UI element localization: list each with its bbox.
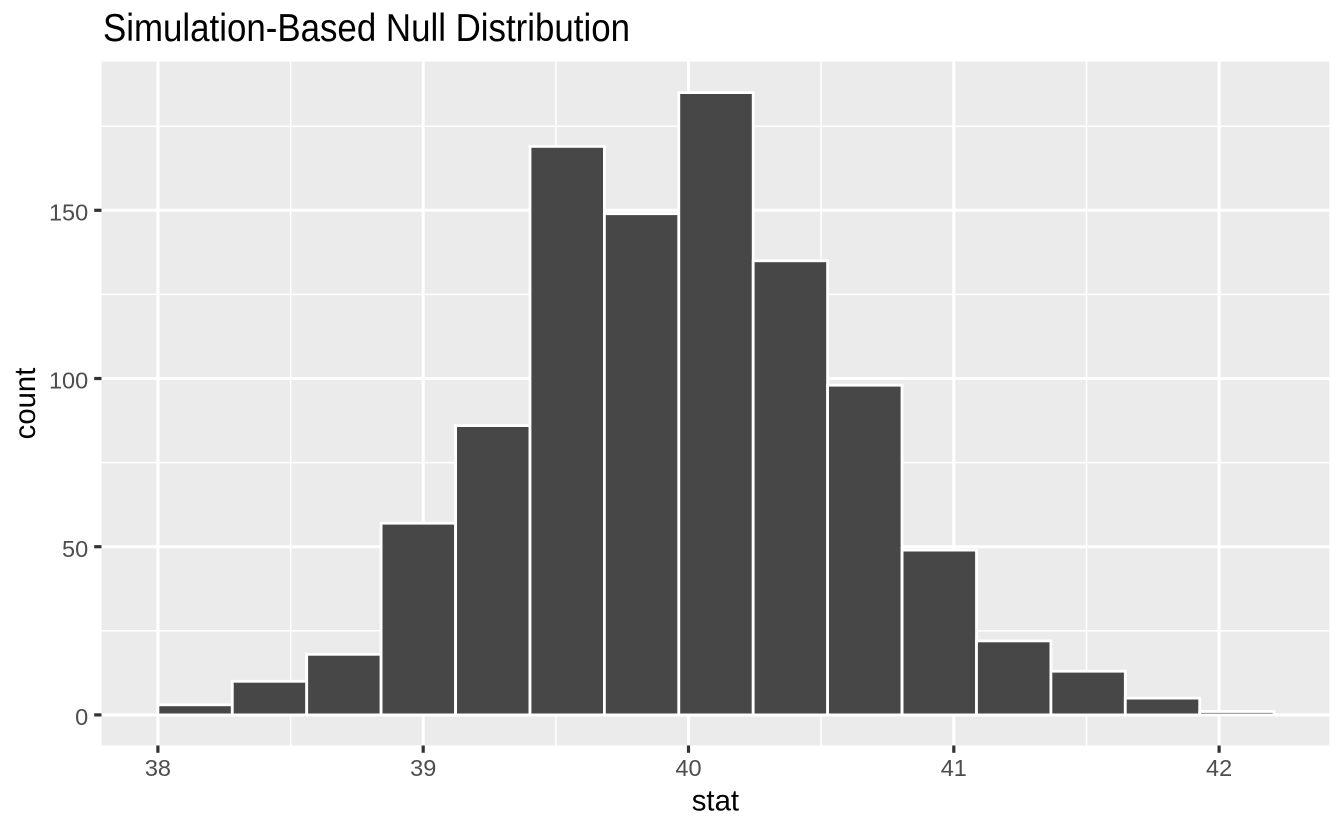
svg-text:100: 100 [49,368,88,394]
svg-text:150: 150 [49,200,88,226]
svg-text:count: count [9,368,42,440]
svg-text:42: 42 [1206,755,1232,781]
svg-text:39: 39 [410,755,436,781]
svg-text:stat: stat [692,784,739,817]
svg-text:41: 41 [941,755,967,781]
svg-text:50: 50 [62,536,88,562]
svg-text:Simulation-Based Null Distribu: Simulation-Based Null Distribution [103,7,630,50]
svg-text:0: 0 [75,704,88,730]
svg-text:38: 38 [145,755,171,781]
svg-text:40: 40 [675,755,701,781]
